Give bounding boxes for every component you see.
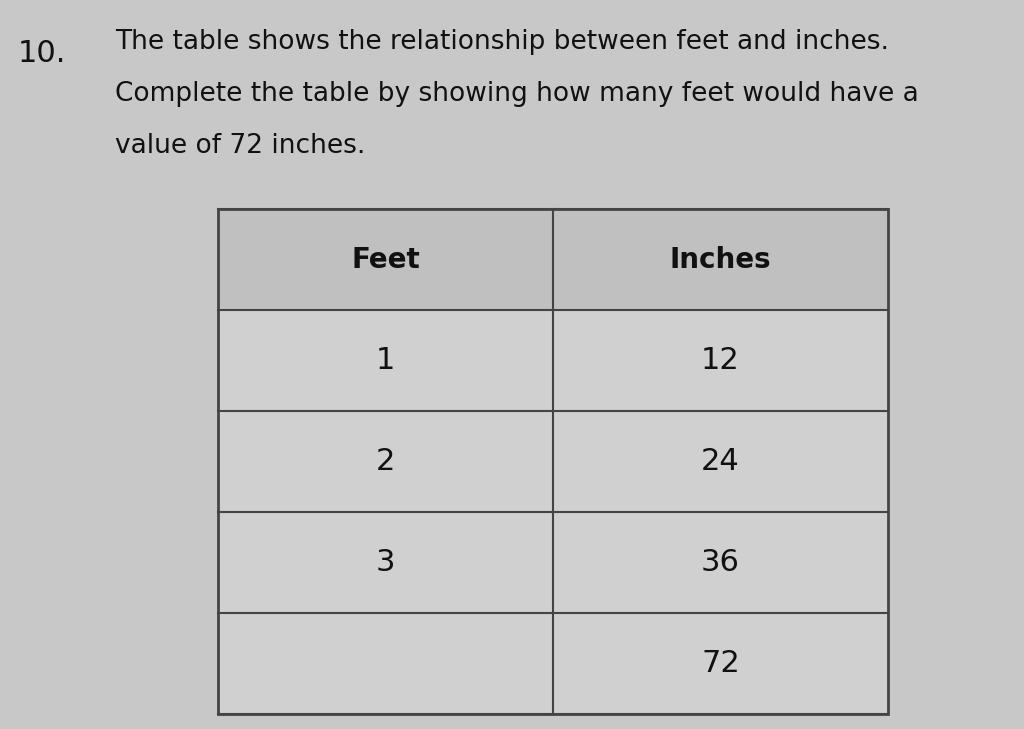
Text: 36: 36 — [701, 548, 740, 577]
Text: Inches: Inches — [670, 246, 771, 273]
Text: Feet: Feet — [351, 246, 420, 273]
Text: 3: 3 — [376, 548, 395, 577]
Text: Complete the table by showing how many feet would have a: Complete the table by showing how many f… — [115, 81, 919, 107]
Text: 1: 1 — [376, 346, 395, 375]
Text: 72: 72 — [701, 649, 740, 678]
Text: value of 72 inches.: value of 72 inches. — [115, 133, 366, 159]
Text: 2: 2 — [376, 447, 395, 476]
Bar — [218, 209, 888, 714]
Bar — [218, 209, 888, 714]
Text: The table shows the relationship between feet and inches.: The table shows the relationship between… — [115, 29, 889, 55]
Text: 24: 24 — [701, 447, 740, 476]
Text: 10.: 10. — [18, 39, 67, 68]
Bar — [218, 209, 888, 310]
Text: 12: 12 — [701, 346, 740, 375]
